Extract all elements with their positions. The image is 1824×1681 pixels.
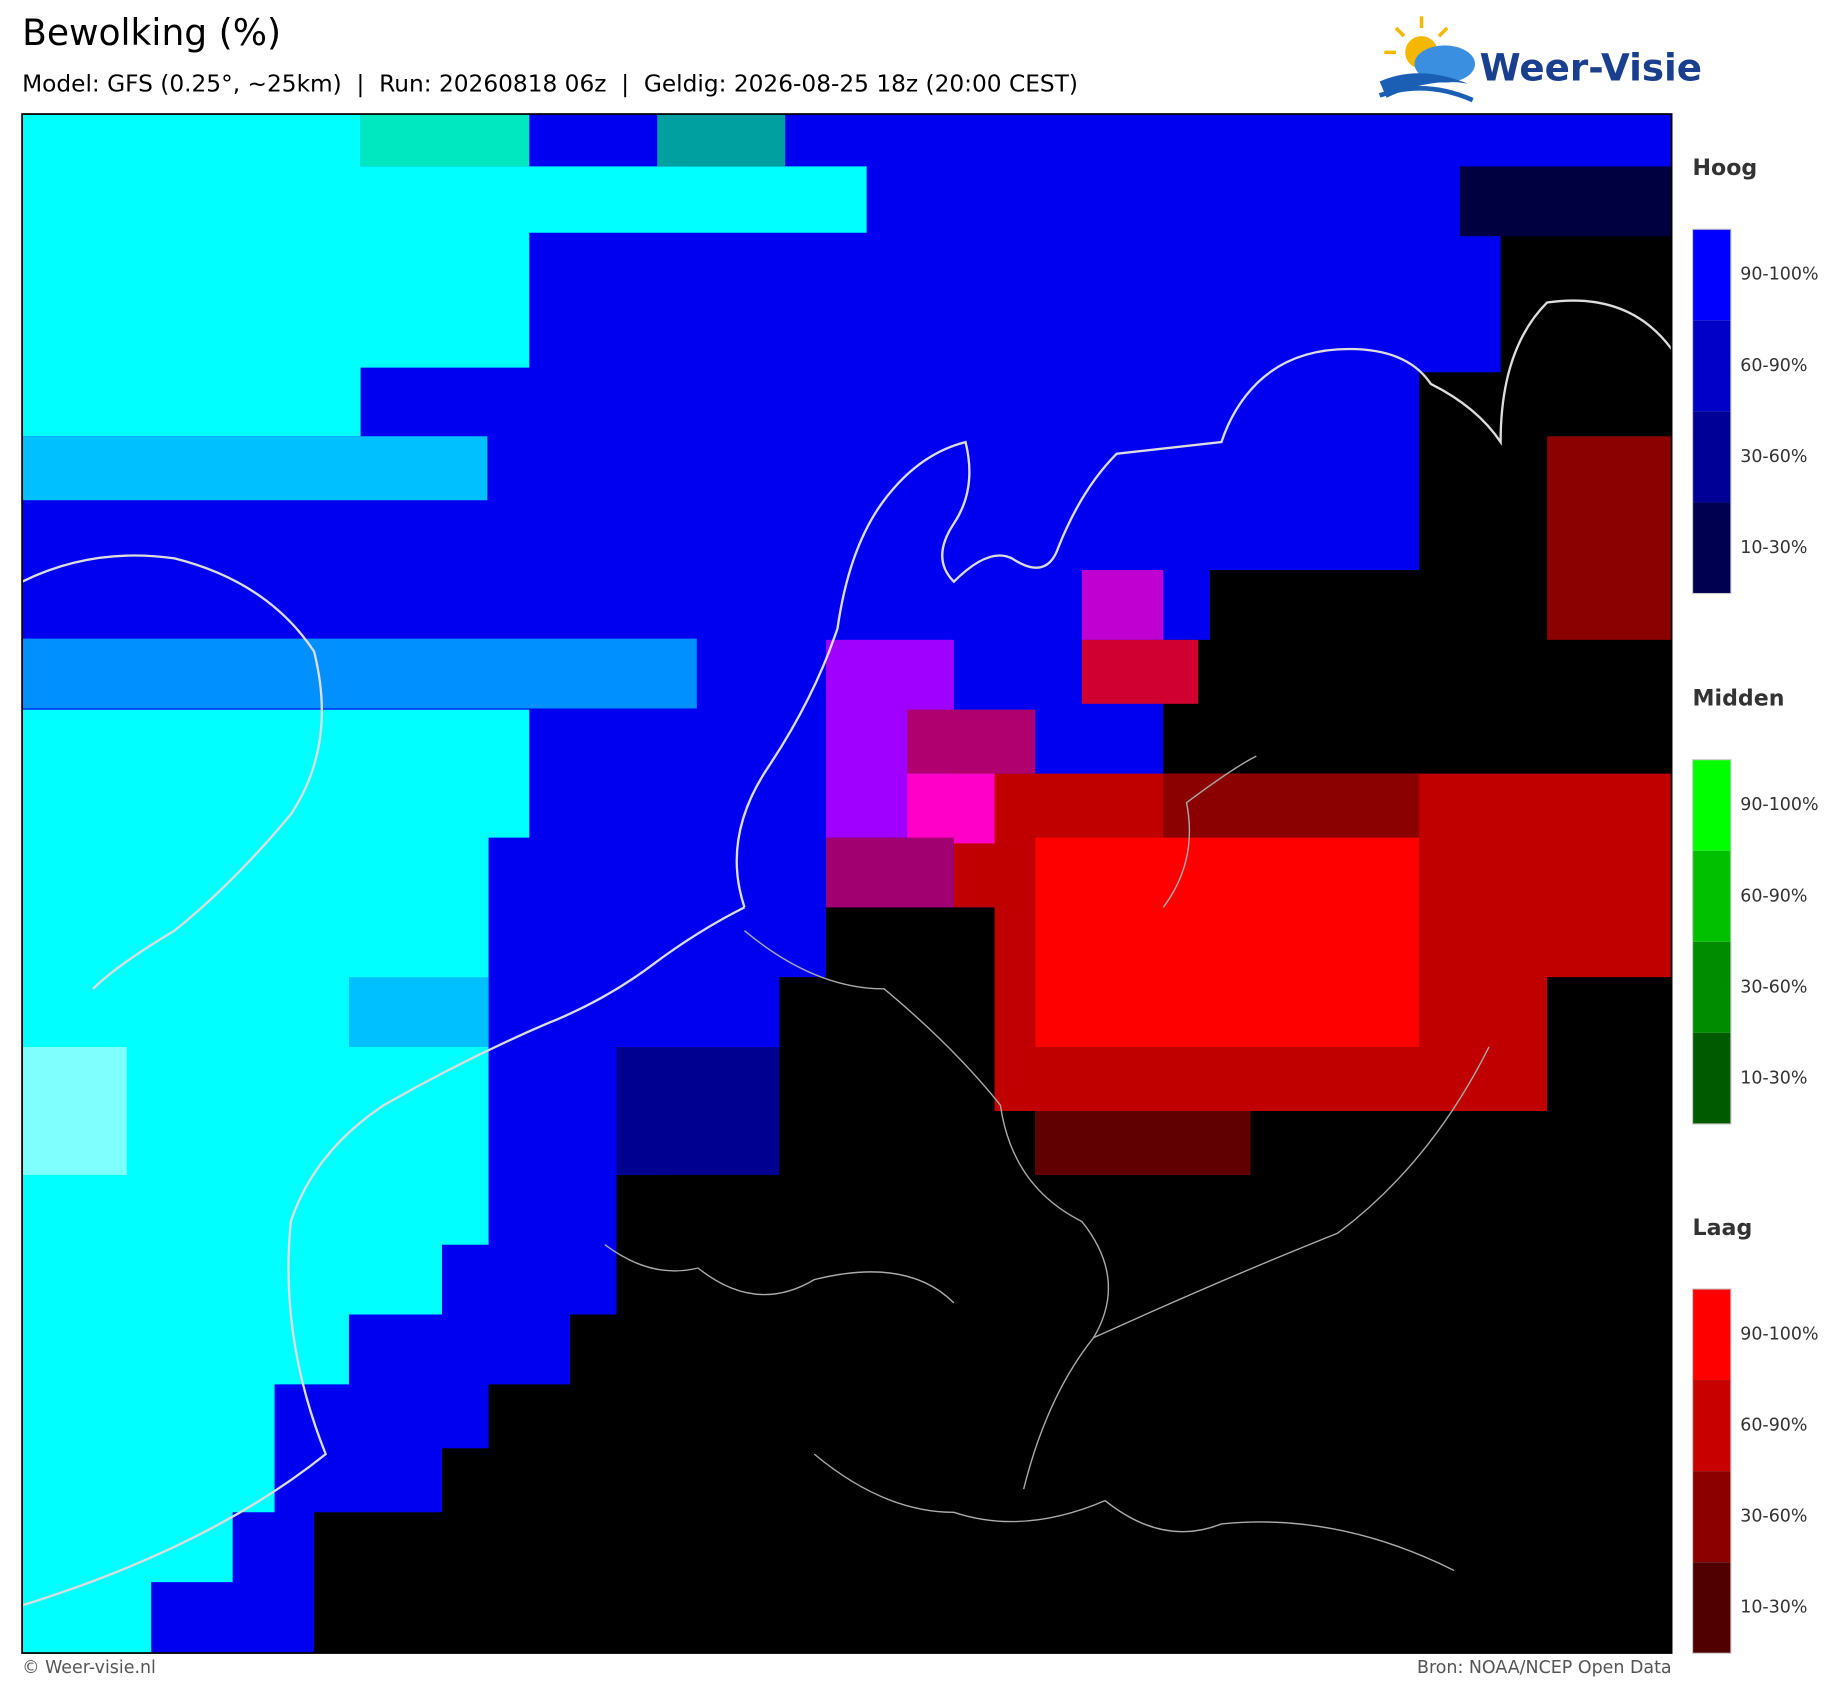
legend-label: 10-30% [1740, 538, 1807, 558]
legend-swatch [1692, 502, 1731, 594]
legend-label: 90-100% [1740, 265, 1818, 285]
legend-swatch [1692, 1471, 1731, 1563]
legend-label: 60-90% [1740, 886, 1807, 906]
legend-label: 60-90% [1740, 1416, 1807, 1436]
legend-swatch [1692, 850, 1731, 942]
copyright: © Weer-visie.nl [22, 1658, 156, 1678]
legend-swatch [1692, 411, 1731, 503]
logo: Weer-Visie [1378, 16, 1702, 103]
legend-label: 60-90% [1740, 356, 1807, 376]
legend-swatch [1692, 1380, 1731, 1472]
logo-text: Weer-Visie [1480, 45, 1702, 89]
subtitle: Model: GFS (0.25°, ~25km) | Run: 2026081… [22, 70, 1078, 97]
legend-label: 30-60% [1740, 447, 1807, 467]
legend-label: 30-60% [1740, 977, 1807, 997]
legend-swatch [1692, 1288, 1731, 1381]
legend-label: 30-60% [1740, 1507, 1807, 1527]
title: Bewolking (%) [22, 12, 281, 54]
legends: Hoog 90-100% 60-90% 30-60% 10-30% Midden 90-10… [1691, 155, 1819, 1654]
legend-swatch [1692, 1562, 1731, 1654]
legend-label: 90-100% [1740, 795, 1818, 815]
map [21, 113, 1673, 1654]
legend-swatch [1692, 759, 1731, 851]
legend-label: 10-30% [1740, 1068, 1807, 1088]
legend-frame [1691, 759, 1732, 1125]
legend-frame [1691, 1288, 1732, 1654]
legend-title: Hoog [1693, 155, 1758, 181]
legend-title: Laag [1693, 1215, 1753, 1241]
legend-label: 10-30% [1740, 1598, 1807, 1618]
legend-swatch [1692, 941, 1731, 1033]
legend-label: 90-100% [1740, 1324, 1818, 1344]
source: Bron: NOAA/NCEP Open Data [1417, 1658, 1672, 1678]
legend-swatch [1692, 320, 1731, 412]
legend-swatch [1692, 229, 1731, 321]
legend-swatch [1692, 1032, 1731, 1124]
legend-title: Midden [1693, 686, 1785, 712]
legend-frame [1691, 228, 1732, 595]
